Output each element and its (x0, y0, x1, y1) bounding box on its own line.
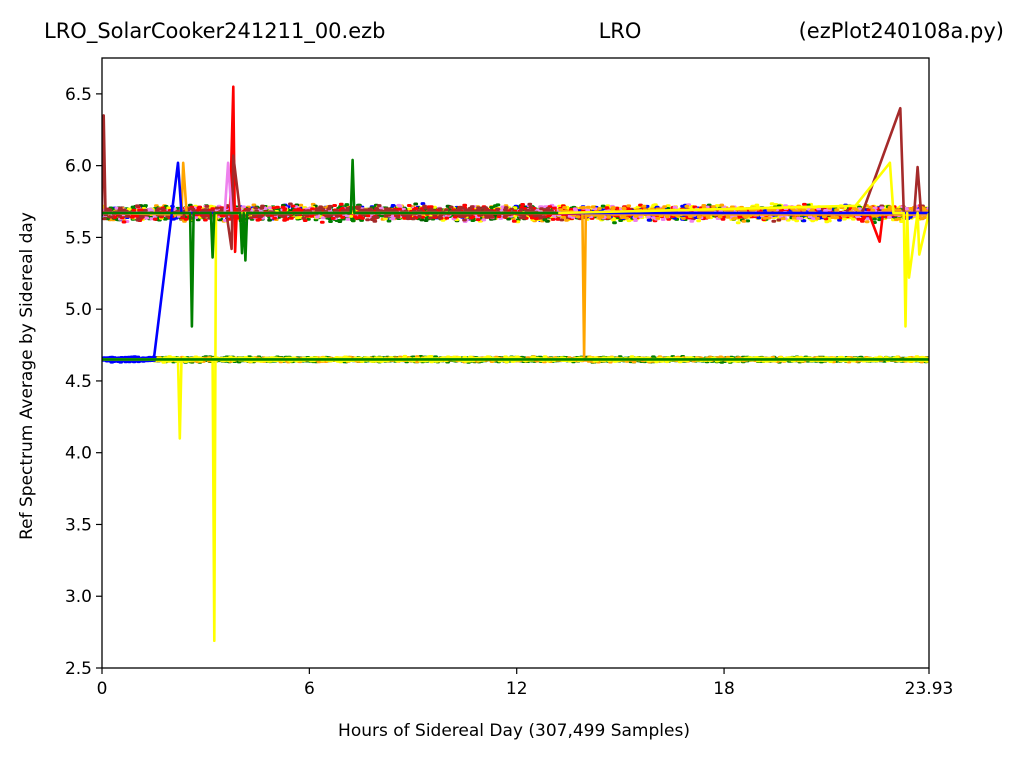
y-tick-label-7: 6.0 (65, 157, 92, 177)
series-line-6 (102, 158, 559, 328)
noise-band-layer (102, 202, 929, 364)
y-tick-label-5: 5.0 (65, 300, 92, 320)
y-tick-label-4: 4.5 (65, 372, 92, 392)
series-line-0 (102, 85, 929, 254)
y-tick-label-0: 2.5 (65, 659, 92, 679)
x-axis: 0 6 12 18 23.93 (97, 668, 954, 699)
x-tick-label-4: 23.93 (905, 679, 954, 699)
series-layer (102, 85, 929, 643)
y-tick-label-6: 5.5 (65, 228, 92, 248)
y-tick-label-8: 6.5 (65, 85, 92, 105)
series-line-5 (102, 161, 929, 643)
y-axis: 2.5 3.0 3.5 4.0 4.5 5.0 5.5 6.0 6.5 (65, 85, 102, 679)
x-tick-label-1: 6 (304, 679, 315, 699)
x-tick-label-3: 18 (713, 679, 735, 699)
y-tick-label-3: 4.0 (65, 444, 92, 464)
chart-title-left: LRO_SolarCooker241211_00.ezb (44, 19, 386, 44)
y-axis-label: Ref Spectrum Average by Sidereal day (17, 212, 37, 540)
x-tick-label-2: 12 (506, 679, 528, 699)
chart-title-center: LRO (599, 19, 642, 43)
x-axis-label: Hours of Sidereal Day (307,499 Samples) (338, 721, 690, 741)
y-tick-label-2: 3.5 (65, 515, 92, 535)
plot-frame (101, 57, 930, 669)
y-tick-label-1: 3.0 (65, 587, 92, 607)
chart-title-right: (ezPlot240108a.py) (799, 19, 1004, 43)
x-tick-label-0: 0 (97, 679, 108, 699)
